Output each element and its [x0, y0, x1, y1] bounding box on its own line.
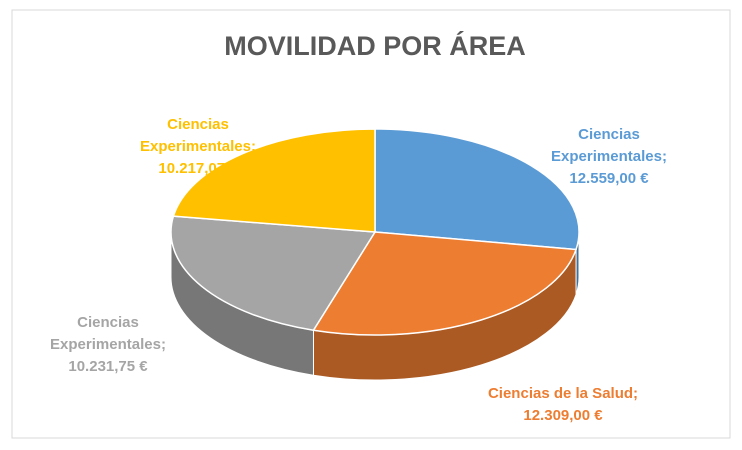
slice-top	[374, 128, 580, 251]
label-value: 12.309,00 €	[523, 407, 603, 424]
label-category: Ciencias de la Salud	[487, 385, 634, 402]
chart-title: MOVILIDAD POR ÁREA	[224, 30, 526, 61]
slice-top	[312, 231, 578, 336]
label-separator: ;	[633, 385, 639, 402]
label-separator: ;	[661, 148, 667, 165]
label-category: Ciencias Experimentales	[140, 116, 251, 155]
pie-slice	[170, 215, 377, 376]
label-value: 10.231,75 €	[68, 358, 148, 375]
data-label: Ciencias Experimentales; 10.231,75 €	[23, 312, 193, 378]
pie-slice	[374, 128, 580, 295]
label-value: 10.217,07 €	[158, 160, 238, 177]
label-separator: ;	[250, 138, 256, 155]
slice-top	[170, 215, 377, 332]
label-value: 12.559,00 €	[569, 170, 649, 187]
data-label: Ciencias de la Salud; 12.309,00 €	[478, 383, 648, 427]
label-category: Ciencias Experimentales	[551, 126, 662, 165]
label-separator: ;	[160, 336, 166, 353]
data-label: Ciencias Experimentales; 10.217,07 €	[113, 114, 283, 180]
pie-slice	[172, 128, 376, 233]
slice-top	[172, 128, 376, 233]
data-label: Ciencias Experimentales; 12.559,00 €	[524, 124, 694, 190]
label-category: Ciencias Experimentales	[50, 314, 161, 353]
